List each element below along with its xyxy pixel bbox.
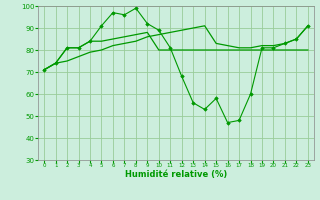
X-axis label: Humidité relative (%): Humidité relative (%) [125, 170, 227, 179]
